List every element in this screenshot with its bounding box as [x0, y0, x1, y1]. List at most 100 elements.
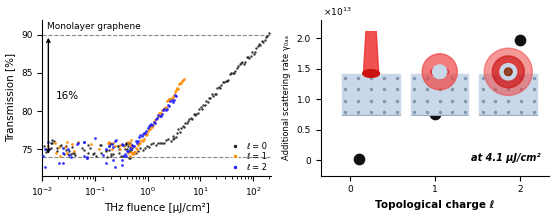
Point [174, 127, 183, 131]
Text: Monolayer graphene: Monolayer graphene [47, 22, 140, 31]
Point [129, 144, 138, 148]
Point [67, 155, 76, 159]
Point [108, 152, 117, 156]
Point [149, 124, 158, 127]
Point [90, 136, 99, 140]
Point [205, 96, 214, 100]
Point [132, 151, 140, 155]
Point [167, 97, 176, 100]
Point [261, 35, 270, 38]
Point [84, 143, 93, 147]
Point [62, 152, 71, 155]
Point [235, 62, 244, 66]
Point [51, 151, 60, 155]
Point [255, 43, 264, 46]
Point [238, 61, 247, 64]
Point [161, 106, 170, 110]
Point [214, 85, 223, 88]
Point [239, 62, 248, 66]
Point [49, 139, 58, 143]
Point [180, 78, 189, 81]
Point [108, 142, 117, 145]
Point [68, 143, 77, 146]
Point [181, 121, 190, 125]
Point [160, 141, 169, 145]
Point [42, 150, 51, 154]
Point [64, 149, 73, 152]
Point [102, 147, 110, 151]
Point [85, 146, 94, 149]
Point [55, 144, 64, 148]
Point [69, 151, 78, 154]
Point [115, 147, 124, 151]
Point [137, 134, 146, 137]
Point [62, 144, 70, 148]
Point [51, 141, 59, 145]
Point [155, 142, 164, 145]
Point [431, 112, 440, 116]
Point [124, 151, 133, 155]
Point [65, 153, 74, 157]
Point [153, 114, 162, 118]
Point [209, 95, 218, 98]
Point [115, 152, 124, 155]
Point [127, 152, 136, 155]
Point [127, 150, 135, 154]
Point [126, 149, 135, 153]
Point [95, 144, 104, 147]
Point [244, 55, 253, 58]
Point [124, 149, 133, 153]
Point [132, 146, 140, 150]
Point [92, 154, 100, 157]
Point [104, 145, 113, 148]
Point [162, 138, 171, 141]
Point [253, 44, 262, 48]
Point [147, 142, 155, 145]
Point [147, 122, 155, 125]
Point [125, 154, 134, 157]
Point [227, 71, 236, 75]
Point [104, 148, 113, 152]
Point [135, 135, 144, 138]
Point [193, 111, 202, 115]
Point [119, 154, 128, 158]
Point [147, 124, 155, 128]
Point [104, 144, 113, 148]
Point [171, 93, 180, 97]
Point [54, 161, 63, 165]
Point [82, 156, 91, 159]
Point [125, 147, 134, 150]
Point [208, 92, 216, 95]
Point [516, 39, 524, 42]
Point [122, 154, 130, 157]
Point [97, 143, 105, 147]
Point [246, 55, 255, 58]
Point [228, 71, 237, 75]
Point [219, 81, 228, 84]
Point [168, 100, 177, 104]
Point [124, 141, 133, 144]
Text: at 4.1 μJ/cm²: at 4.1 μJ/cm² [471, 153, 541, 163]
X-axis label: Topological charge ℓ: Topological charge ℓ [375, 200, 495, 210]
Point [58, 151, 67, 155]
Point [141, 131, 150, 134]
Point [139, 138, 148, 141]
Point [136, 146, 145, 149]
Point [249, 52, 258, 56]
Point [123, 141, 132, 145]
Point [127, 148, 135, 152]
Point [145, 145, 154, 149]
Point [123, 149, 132, 152]
Point [128, 152, 137, 155]
Point [134, 143, 143, 147]
Point [200, 103, 209, 107]
Point [48, 141, 57, 145]
Point [134, 150, 143, 153]
Point [157, 114, 165, 117]
Point [87, 142, 95, 145]
Point [155, 114, 164, 118]
Point [112, 138, 120, 141]
Point [172, 95, 181, 98]
Point [148, 125, 157, 129]
Point [73, 143, 82, 146]
